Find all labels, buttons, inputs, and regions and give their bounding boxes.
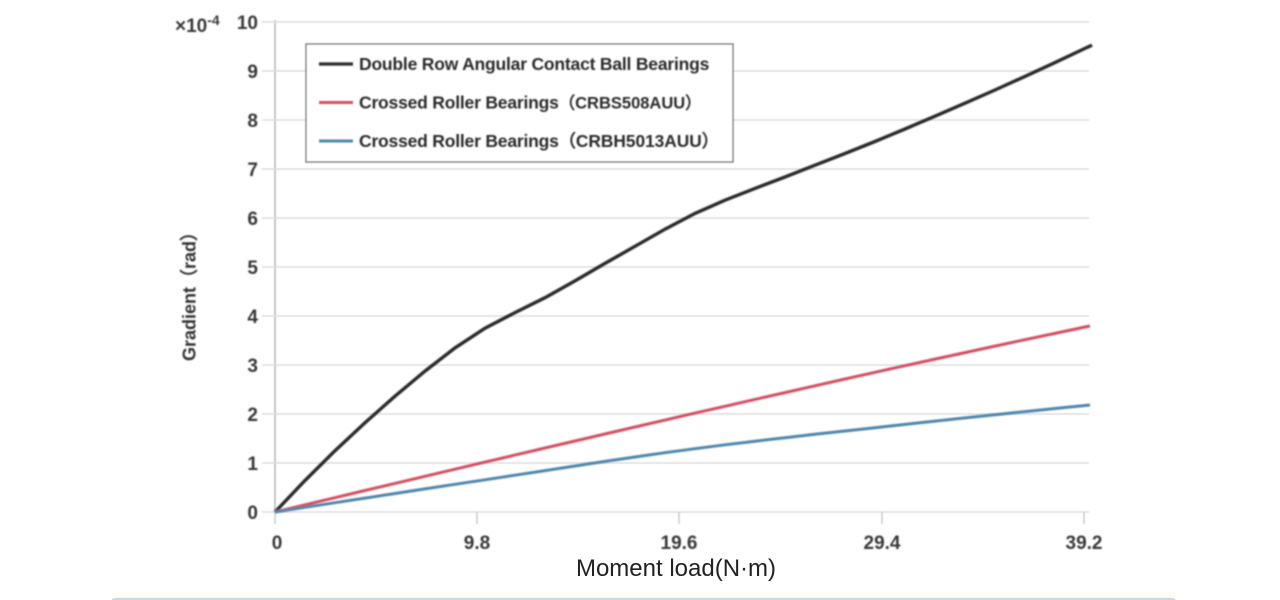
svg-text:8: 8: [247, 111, 258, 132]
svg-text:Crossed Roller Bearings（CRBH50: Crossed Roller Bearings（CRBH5013AUU）: [359, 131, 719, 151]
svg-text:0: 0: [272, 533, 283, 554]
svg-text:Double Row Angular Contact Bal: Double Row Angular Contact Ball Bearings: [359, 54, 710, 74]
svg-text:39.2: 39.2: [1066, 533, 1103, 554]
svg-text:Gradient（rad）: Gradient（rad）: [180, 223, 200, 361]
svg-text:5: 5: [247, 258, 258, 279]
svg-text:Crossed Roller Bearings（CRBS50: Crossed Roller Bearings（CRBS508AUU）: [359, 93, 702, 113]
svg-text:1: 1: [247, 454, 258, 475]
svg-text:10: 10: [237, 13, 258, 34]
svg-text:9.8: 9.8: [464, 533, 490, 554]
svg-text:29.4: 29.4: [864, 533, 901, 554]
svg-text:19.6: 19.6: [661, 533, 698, 554]
svg-text:Moment load(N·m): Moment load(N·m): [576, 555, 776, 582]
svg-text:3: 3: [247, 356, 258, 377]
svg-text:7: 7: [247, 160, 258, 181]
svg-text:0: 0: [247, 503, 258, 524]
svg-text:2: 2: [247, 405, 258, 426]
svg-text:4: 4: [247, 307, 258, 328]
svg-text:×10-4: ×10-4: [175, 12, 220, 37]
svg-text:6: 6: [247, 209, 258, 230]
svg-text:9: 9: [247, 62, 258, 83]
